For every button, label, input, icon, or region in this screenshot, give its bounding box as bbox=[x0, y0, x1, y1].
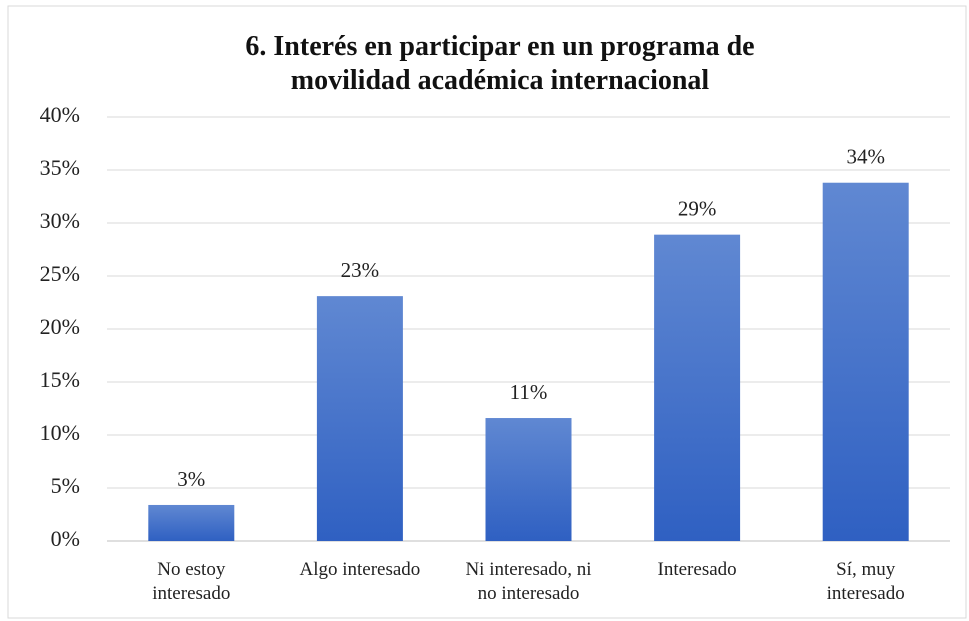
y-tick-label: 30% bbox=[40, 208, 80, 233]
bar bbox=[822, 182, 909, 541]
x-tick-label: No estoy interesado bbox=[152, 559, 231, 604]
x-tick-label: Sí, muy interesado bbox=[826, 559, 905, 604]
value-label: 34% bbox=[846, 145, 885, 169]
y-tick-label: 20% bbox=[40, 314, 80, 339]
chart-title: 6. Interés en participar en un programa … bbox=[245, 31, 755, 96]
y-tick-label: 35% bbox=[40, 155, 80, 180]
bar bbox=[654, 234, 741, 541]
x-tick-label: Algo interesado bbox=[299, 559, 421, 580]
bar bbox=[148, 504, 235, 541]
value-label: 29% bbox=[678, 196, 717, 220]
y-tick-label: 15% bbox=[40, 367, 80, 392]
x-tick-label: Ni interesado, ni no interesado bbox=[465, 559, 592, 604]
y-tick-label: 10% bbox=[40, 420, 80, 445]
x-tick-label: Interesado bbox=[657, 559, 737, 580]
y-tick-label: 5% bbox=[51, 473, 80, 498]
y-tick-label: 25% bbox=[40, 261, 80, 286]
bar bbox=[485, 418, 572, 541]
value-label: 23% bbox=[341, 258, 380, 282]
y-tick-label: 0% bbox=[51, 526, 80, 551]
value-label: 3% bbox=[177, 467, 205, 491]
y-tick-label: 40% bbox=[40, 102, 80, 127]
value-label: 11% bbox=[510, 380, 548, 404]
bar bbox=[316, 296, 403, 541]
